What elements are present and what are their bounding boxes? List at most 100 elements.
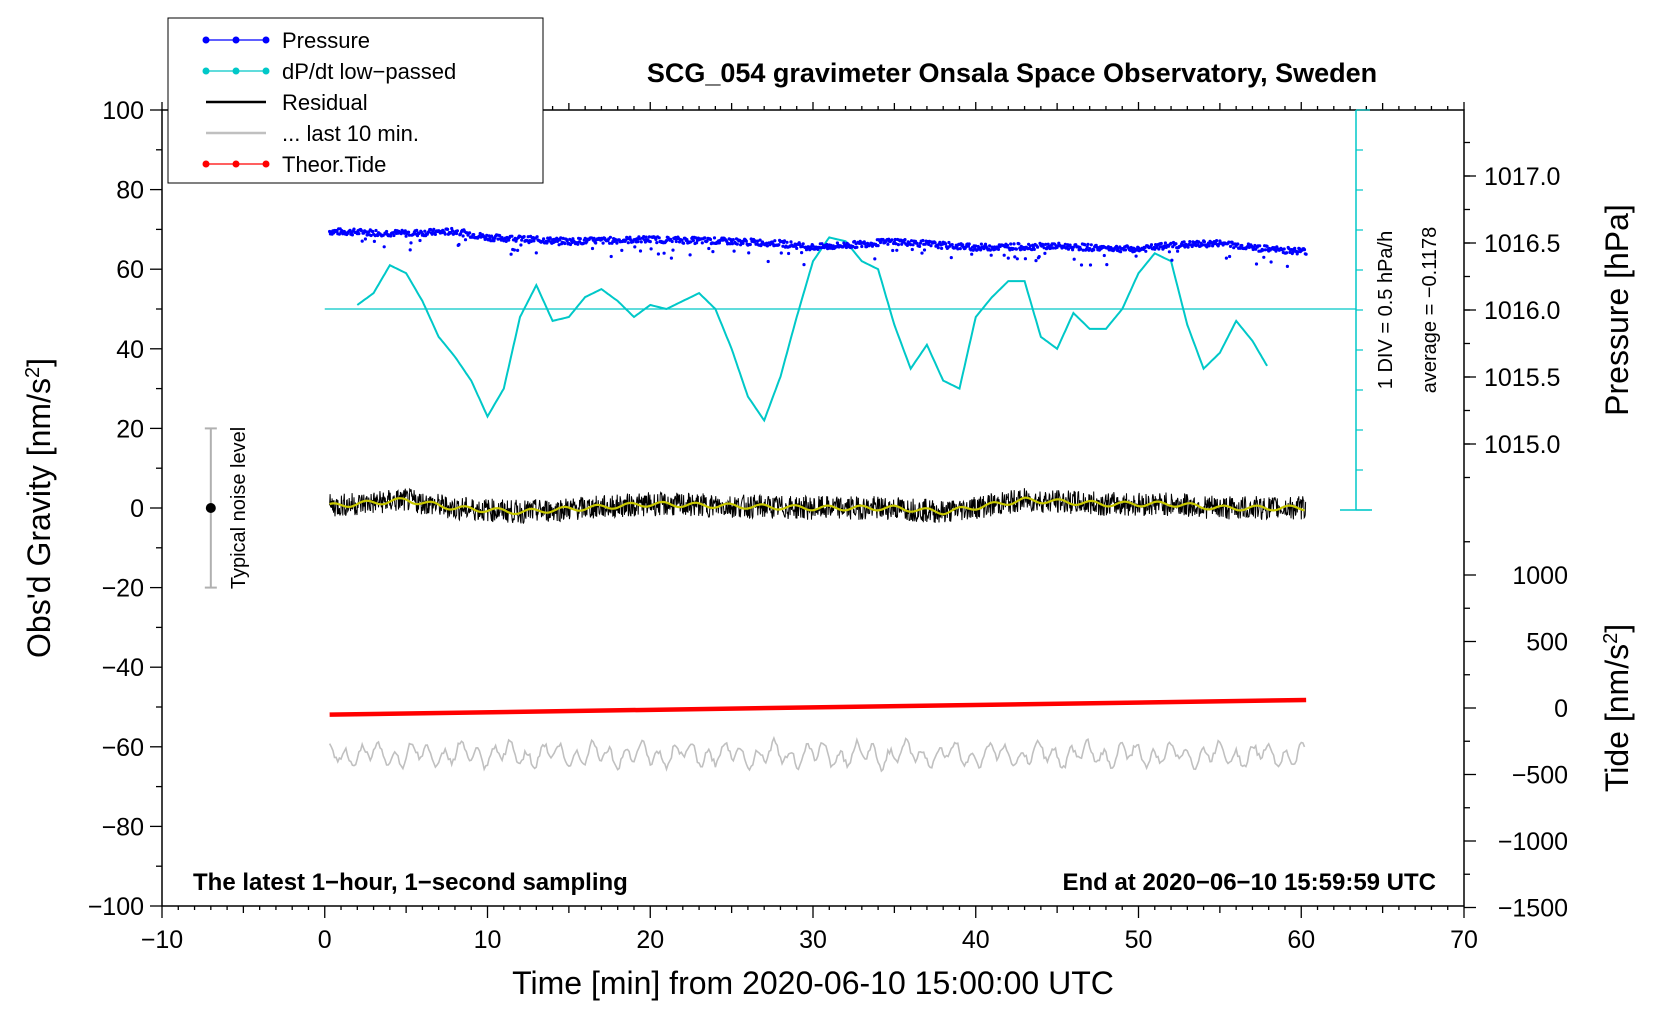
pressure-point: [1215, 239, 1219, 243]
pressure-point: [1149, 243, 1154, 247]
pressure-point: [748, 242, 752, 247]
pressure-point: [1017, 242, 1021, 246]
pressure-point: [372, 239, 376, 243]
pressure-point: [909, 243, 913, 247]
pressure-point: [695, 241, 699, 245]
pressure-point: [1163, 241, 1167, 245]
dpdt-scale-bar: [1340, 109, 1372, 511]
tide-tick-label: −1500: [1498, 895, 1568, 923]
tide-tick-label: 1000: [1512, 562, 1568, 590]
pressure-point: [1023, 257, 1027, 261]
tide-axis: 1000 500 0 −500 −1000 −1500: [1464, 541, 1568, 923]
legend-label: Pressure: [282, 28, 370, 53]
pressure-point: [1088, 247, 1092, 251]
legend-label: Residual: [282, 90, 368, 115]
pressure-point: [820, 242, 824, 246]
legend-label: dP/dt low−passed: [282, 59, 456, 84]
pressure-point: [455, 229, 459, 233]
pressure-point: [979, 242, 984, 246]
pressure-point: [1238, 246, 1242, 250]
pressure-point: [1246, 242, 1250, 246]
pressure-point: [682, 241, 686, 245]
note-sampling: The latest 1−hour, 1−second sampling: [193, 869, 628, 896]
pressure-point: [389, 234, 393, 238]
pressure-point: [1304, 252, 1308, 256]
pressure-point: [1197, 240, 1201, 244]
pressure-point: [996, 247, 1001, 251]
pressure-point: [1072, 257, 1076, 261]
pressure-point: [1085, 245, 1089, 249]
legend-marker: [202, 67, 210, 75]
residual-smoothed-line: [329, 496, 1305, 516]
pressure-point: [731, 238, 735, 242]
pressure-point: [735, 242, 739, 246]
pressure-point: [801, 242, 805, 246]
x-axis-label: Time [min] from 2020-06-10 15:00:00 UTC: [512, 965, 1114, 1001]
pressure-point: [1012, 242, 1016, 246]
pressure-point: [407, 233, 411, 237]
pressure-point: [1005, 243, 1010, 247]
pressure-point: [1291, 250, 1295, 254]
pressure-point: [909, 239, 914, 243]
pressure-point: [1041, 243, 1045, 247]
pressure-point: [359, 229, 363, 233]
pressure-point: [1159, 241, 1163, 246]
pressure-point: [1083, 243, 1087, 247]
pressure-point: [639, 240, 643, 244]
pressure-point: [633, 245, 637, 249]
pressure-point: [910, 247, 914, 252]
pressure-point: [492, 239, 496, 243]
pressure-point: [800, 244, 805, 249]
noise-level-bar: [204, 427, 217, 589]
y-axis-label: Obs'd Gravity [nm/s2]: [21, 358, 57, 658]
pressure-point: [670, 239, 674, 244]
pressure-point: [455, 231, 459, 236]
x-tick-label: 20: [636, 926, 664, 954]
pressure-point: [890, 238, 894, 242]
x-tick-label: 0: [318, 926, 332, 954]
pressure-points: [328, 226, 1308, 268]
legend-marker: [232, 67, 240, 75]
tide-axis-label-tail: ]: [1599, 624, 1635, 633]
pressure-point: [642, 235, 646, 239]
pressure-point: [921, 238, 925, 243]
pressure-point: [749, 237, 753, 241]
tide-axis-label-sup: 2: [1600, 633, 1622, 644]
pressure-point: [969, 248, 973, 252]
pressure-point: [496, 237, 500, 241]
note-end-time: End at 2020−06−10 15:59:59 UTC: [1062, 869, 1436, 896]
pressure-point: [662, 251, 666, 255]
y-axis-label-tail: ]: [21, 358, 57, 367]
pressure-point: [689, 240, 693, 244]
pressure-tick-label: 1016.0: [1484, 297, 1560, 325]
legend-marker: [262, 36, 270, 44]
pressure-point: [918, 244, 922, 248]
pressure-point: [655, 241, 659, 245]
pressure-point: [1188, 240, 1192, 244]
pressure-point: [1263, 248, 1267, 252]
pressure-point: [747, 251, 751, 255]
pressure-point: [1028, 244, 1032, 248]
pressure-point: [404, 234, 408, 238]
pressure-point: [590, 236, 594, 240]
pressure-point: [669, 237, 673, 241]
pressure-point: [893, 237, 897, 242]
pressure-point: [578, 237, 582, 241]
pressure-point: [403, 229, 407, 233]
pressure-point: [1296, 250, 1300, 254]
pressure-point: [1228, 244, 1233, 248]
pressure-point: [863, 242, 867, 246]
pressure-point: [1224, 256, 1228, 260]
legend-marker: [262, 67, 270, 75]
pressure-point: [432, 227, 436, 231]
pressure-point: [592, 236, 596, 240]
legend-marker: [232, 36, 240, 44]
pressure-point: [548, 236, 552, 240]
pressure-point: [626, 241, 630, 245]
pressure-point: [402, 231, 407, 235]
pressure-point: [520, 238, 524, 242]
pressure-tick-label: 1015.0: [1484, 431, 1560, 459]
legend: Pressure dP/dt low−passed Residual ... last…: [167, 17, 544, 184]
pressure-point: [620, 248, 624, 252]
pressure-point: [1285, 251, 1289, 255]
